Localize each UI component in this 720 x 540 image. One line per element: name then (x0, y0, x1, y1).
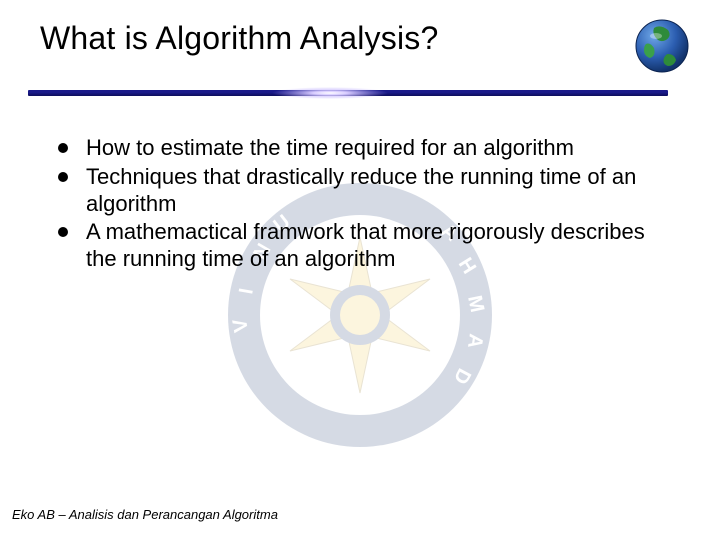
list-item: How to estimate the time required for an… (58, 135, 660, 162)
list-item: A mathemactical framwork that more rigor… (58, 219, 660, 273)
page-title: What is Algorithm Analysis? (40, 20, 620, 57)
bullet-text: A mathemactical framwork that more rigor… (86, 219, 645, 271)
svg-text:I: I (235, 287, 258, 296)
svg-text:M: M (463, 293, 488, 314)
title-area: What is Algorithm Analysis? (40, 20, 620, 57)
svg-text:D: D (449, 365, 475, 388)
slide: What is Algorithm Analysis? (0, 0, 720, 540)
list-item: Techniques that drastically reduce the r… (58, 164, 660, 218)
svg-text:V: V (229, 316, 253, 334)
bullet-text: Techniques that drastically reduce the r… (86, 164, 636, 216)
svg-text:A: A (463, 332, 487, 349)
bullet-text: How to estimate the time required for an… (86, 135, 574, 160)
title-divider (28, 90, 668, 96)
globe-icon (634, 18, 690, 74)
bullet-list: How to estimate the time required for an… (58, 135, 660, 275)
footer-text: Eko AB – Analisis dan Perancangan Algori… (12, 507, 278, 522)
